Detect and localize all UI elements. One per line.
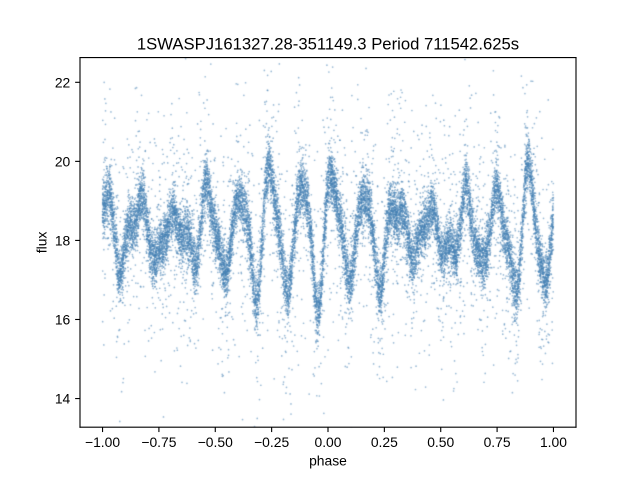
svg-text:phase: phase (309, 452, 347, 468)
svg-text:−0.50: −0.50 (198, 434, 233, 450)
svg-text:0.25: 0.25 (371, 434, 398, 450)
svg-text:1SWASPJ161327.28-351149.3 Peri: 1SWASPJ161327.28-351149.3 Period 711542.… (137, 34, 519, 53)
svg-text:20: 20 (55, 153, 71, 169)
svg-text:1.00: 1.00 (540, 434, 567, 450)
svg-text:22: 22 (55, 74, 71, 90)
svg-text:18: 18 (55, 232, 71, 248)
svg-text:16: 16 (55, 312, 71, 328)
svg-text:0.50: 0.50 (427, 434, 454, 450)
svg-text:flux: flux (33, 232, 49, 254)
svg-text:0.00: 0.00 (314, 434, 341, 450)
svg-text:0.75: 0.75 (484, 434, 511, 450)
svg-text:14: 14 (55, 391, 71, 407)
svg-text:−0.75: −0.75 (141, 434, 176, 450)
svg-text:−1.00: −1.00 (85, 434, 120, 450)
svg-text:−0.25: −0.25 (254, 434, 289, 450)
